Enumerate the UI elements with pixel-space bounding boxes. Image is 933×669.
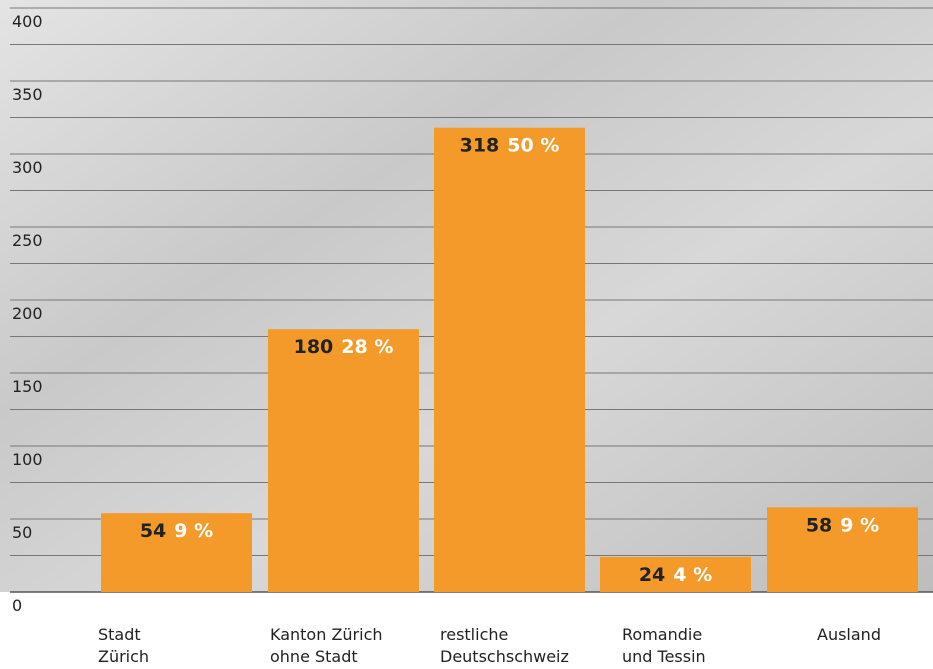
x-tick-label: Zürich [98, 647, 149, 666]
bar [434, 127, 585, 592]
value-count: 180 [294, 336, 334, 358]
x-tick-label: Stadt [98, 625, 141, 644]
x-tick-label: Deutschschweiz [440, 647, 569, 666]
y-tick-label: 100 [12, 450, 43, 469]
y-tick-label: 50 [12, 523, 32, 542]
value-percent: 9 % [174, 520, 213, 542]
value-label: 318 50 % [460, 135, 560, 157]
value-percent: 28 % [341, 336, 393, 358]
value-label: 24 4 % [639, 564, 712, 586]
x-tick-label: Kanton Zürich [270, 625, 383, 644]
value-label: 180 28 % [294, 336, 394, 358]
x-tick-label: restliche [440, 625, 508, 644]
value-count: 24 [639, 564, 665, 586]
value-label: 54 9 % [140, 520, 213, 542]
x-tick-label: und Tessin [622, 647, 706, 666]
x-tick-label: ohne Stadt [270, 647, 358, 666]
y-tick-label: 300 [12, 158, 43, 177]
bar [767, 507, 918, 592]
value-percent: 50 % [507, 135, 559, 157]
value-count: 318 [460, 135, 500, 157]
y-tick-label: 0 [12, 596, 22, 615]
value-label: 58 9 % [806, 514, 879, 536]
value-count: 54 [140, 520, 166, 542]
y-tick-label: 200 [12, 304, 43, 323]
bar [268, 329, 419, 592]
y-tick-label: 400 [12, 12, 43, 31]
x-tick-label: Romandie [622, 625, 702, 644]
bar [600, 556, 751, 592]
y-tick-label: 350 [12, 85, 43, 104]
value-percent: 9 % [840, 514, 879, 536]
value-count: 58 [806, 514, 832, 536]
bar [101, 513, 252, 592]
y-tick-label: 250 [12, 231, 43, 250]
y-tick-label: 150 [12, 377, 43, 396]
value-percent: 4 % [673, 564, 712, 586]
x-tick-label: Ausland [817, 625, 881, 644]
